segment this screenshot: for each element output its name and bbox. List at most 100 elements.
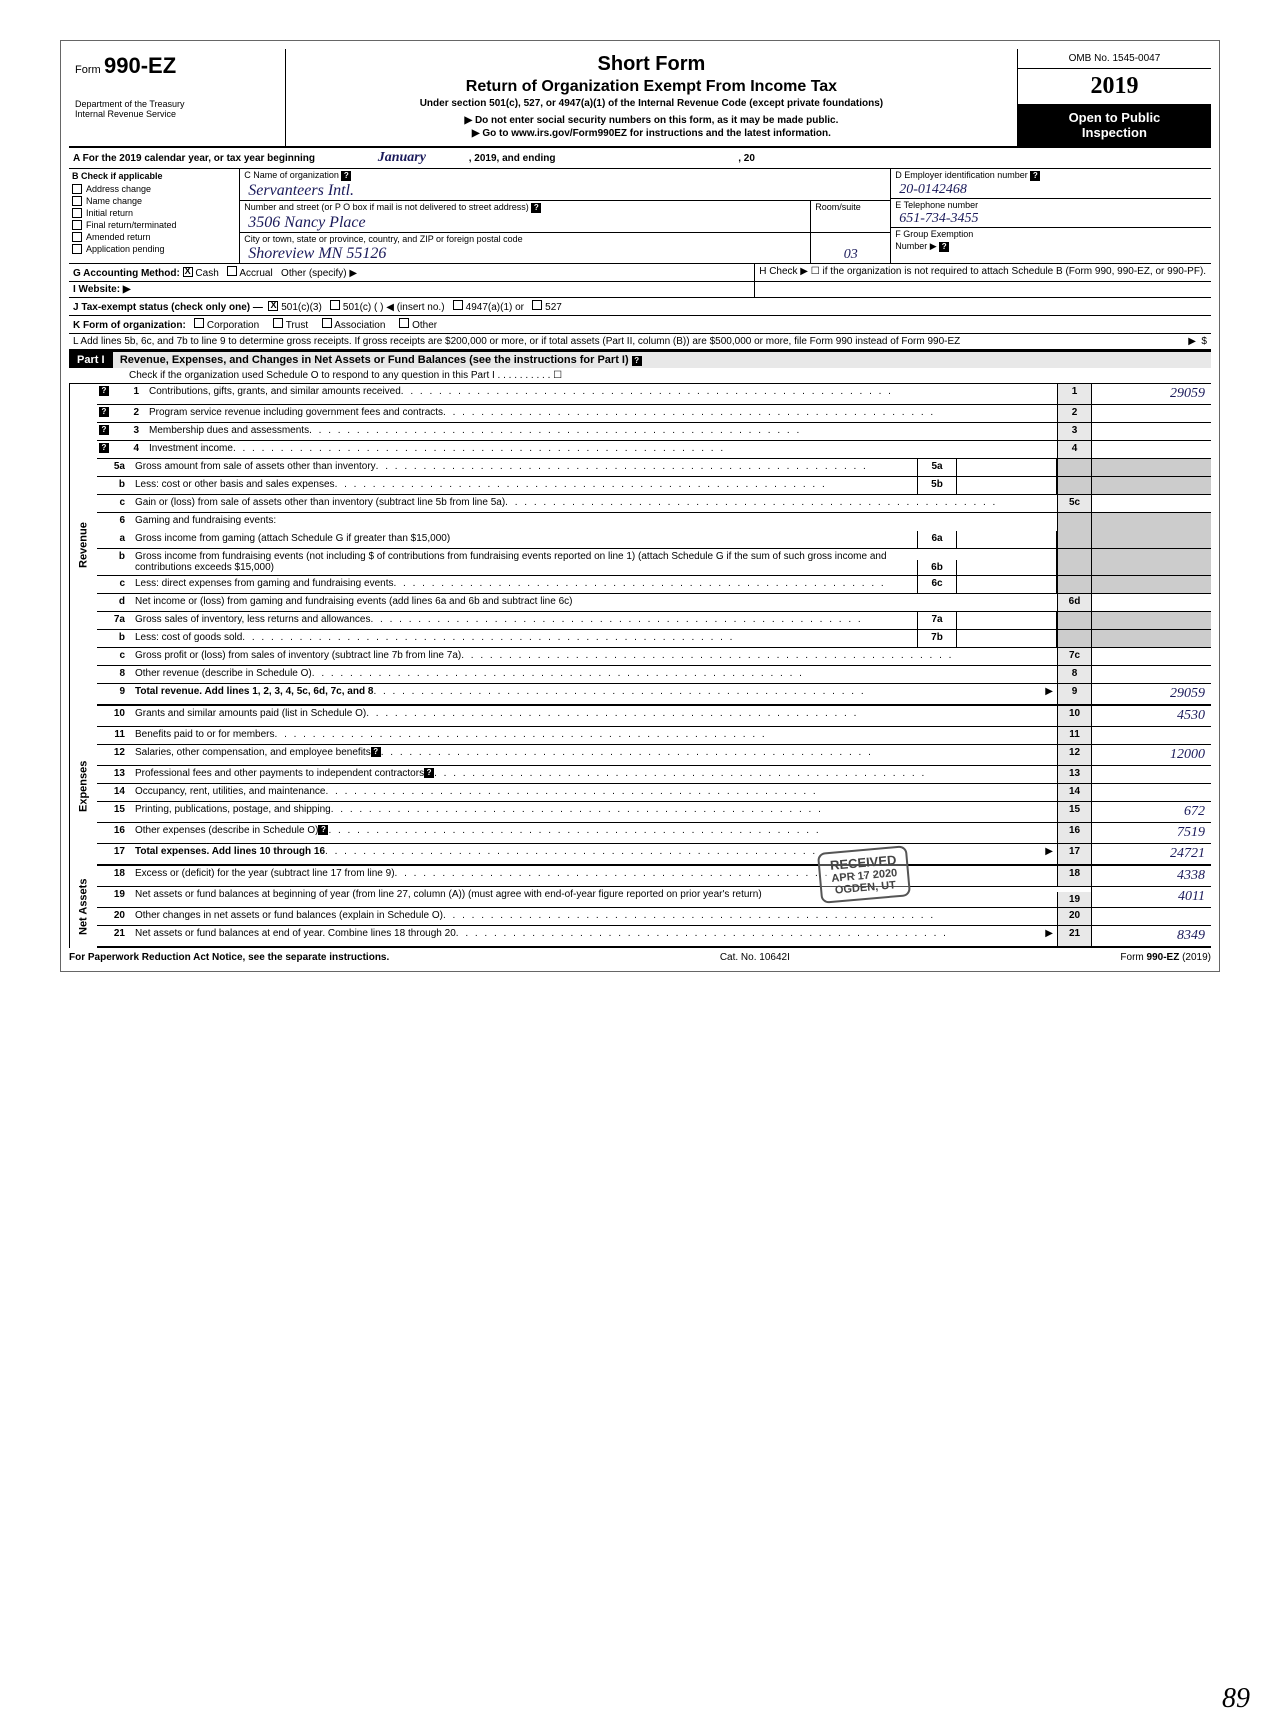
footer-left: For Paperwork Reduction Act Notice, see … xyxy=(69,952,389,963)
ln-val[interactable]: 29059 xyxy=(1091,684,1211,704)
chk-amended-return[interactable]: Amended return xyxy=(69,231,239,243)
line-18: 18Excess or (deficit) for the year (subt… xyxy=(97,866,1211,887)
line-i-label: I Website: ▶ xyxy=(73,284,131,295)
ln-val[interactable] xyxy=(1091,784,1211,801)
ln-num: c xyxy=(97,648,131,665)
org-name-field[interactable]: Servanteers Intl. xyxy=(240,182,890,200)
line-i: I Website: ▶ xyxy=(69,282,1211,298)
ln-val[interactable] xyxy=(1091,908,1211,925)
chk-501c[interactable] xyxy=(330,300,340,310)
help-icon[interactable]: ? xyxy=(531,203,541,213)
ln-val[interactable] xyxy=(1091,495,1211,512)
line-6: 6 Gaming and fundraising events: xyxy=(97,513,1211,531)
ln-val[interactable]: 672 xyxy=(1091,802,1211,822)
chk-initial-return[interactable]: Initial return xyxy=(69,207,239,219)
ln-mid-val[interactable] xyxy=(957,612,1057,629)
ln-desc: Less: cost of goods sold xyxy=(135,632,242,643)
city-field[interactable]: Shoreview MN 55126 xyxy=(240,245,810,263)
ln-box-shade xyxy=(1057,630,1091,647)
help-icon[interactable]: ? xyxy=(939,242,949,252)
chk-label: Name change xyxy=(86,196,142,206)
ln-val[interactable]: 24721 xyxy=(1091,844,1211,864)
ln-val[interactable] xyxy=(1091,594,1211,611)
help-icon[interactable]: ? xyxy=(318,825,328,835)
ln-val[interactable] xyxy=(1091,766,1211,783)
ln-desc: Membership dues and assessments xyxy=(149,425,309,436)
ln-box-shade xyxy=(1057,459,1091,476)
ln-val[interactable]: 7519 xyxy=(1091,823,1211,843)
help-icon[interactable]: ? xyxy=(99,443,109,453)
opt-corp: Corporation xyxy=(207,320,259,331)
line-j: J Tax-exempt status (check only one) — 5… xyxy=(69,298,1211,316)
chk-cash[interactable] xyxy=(183,267,193,277)
dept-line-1: Department of the Treasury xyxy=(75,99,279,109)
box-b-title: B Check if applicable xyxy=(69,169,239,183)
ln-val[interactable]: 4011 xyxy=(1091,887,1211,907)
open-public-1: Open to Public xyxy=(1069,110,1161,125)
ln-val[interactable] xyxy=(1091,727,1211,744)
form-prefix: Form xyxy=(75,64,101,76)
chk-501c3[interactable] xyxy=(268,301,278,311)
line-k-label: K Form of organization: xyxy=(73,320,186,331)
chk-application-pending[interactable]: Application pending xyxy=(69,243,239,255)
chk-assoc[interactable] xyxy=(322,318,332,328)
opt-cash: Cash xyxy=(195,268,218,279)
ln-num: d xyxy=(97,594,131,611)
room-field[interactable]: 03 xyxy=(844,247,858,263)
help-icon[interactable]: ? xyxy=(341,171,351,181)
stamp-number: 2949229800811 0 xyxy=(878,0,1160,1)
phone-field[interactable]: 651-734-3455 xyxy=(891,211,1211,227)
line-a-begin-hand[interactable]: January xyxy=(378,150,426,165)
ln-val[interactable] xyxy=(1091,666,1211,683)
chk-corp[interactable] xyxy=(194,318,204,328)
ln-num: 8 xyxy=(97,666,131,683)
help-icon[interactable]: ? xyxy=(424,768,434,778)
ein-field[interactable]: 20-0142468 xyxy=(891,182,1211,198)
ln-mid-val[interactable] xyxy=(957,459,1057,476)
ln-val[interactable] xyxy=(1091,405,1211,422)
chk-other-org[interactable] xyxy=(399,318,409,328)
ln-desc: Program service revenue including govern… xyxy=(149,407,443,418)
ln-val-shade xyxy=(1091,477,1211,494)
ln-val[interactable] xyxy=(1091,441,1211,458)
ln-box: 4 xyxy=(1057,441,1091,458)
chk-527[interactable] xyxy=(532,300,542,310)
help-icon[interactable]: ? xyxy=(632,356,642,366)
help-icon[interactable]: ? xyxy=(99,425,109,435)
ln-mid-box: 6b xyxy=(917,560,957,575)
chk-final-return[interactable]: Final return/terminated xyxy=(69,219,239,231)
help-icon[interactable]: ? xyxy=(371,747,381,757)
help-icon[interactable]: ? xyxy=(99,386,109,396)
short-form-title: Short Form xyxy=(294,53,1009,76)
line-l: L Add lines 5b, 6c, and 7b to line 9 to … xyxy=(69,334,1211,350)
ln-val[interactable]: 12000 xyxy=(1091,745,1211,765)
ln-box: 18 xyxy=(1057,866,1091,886)
ln-mid-val[interactable] xyxy=(957,531,1057,548)
ln-val[interactable]: 4338 xyxy=(1091,866,1211,886)
ln-val[interactable] xyxy=(1091,423,1211,440)
ln-mid-val[interactable] xyxy=(957,477,1057,494)
ln-val[interactable]: 8349 xyxy=(1091,926,1211,946)
ln-mid-val[interactable] xyxy=(957,630,1057,647)
side-label-expenses: Expenses xyxy=(69,706,97,866)
chk-4947[interactable] xyxy=(453,300,463,310)
ln-val[interactable]: 29059 xyxy=(1091,384,1211,404)
help-icon[interactable]: ? xyxy=(99,407,109,417)
ln-desc: Net assets or fund balances at beginning… xyxy=(131,887,1057,907)
chk-trust[interactable] xyxy=(273,318,283,328)
chk-accrual[interactable] xyxy=(227,266,237,276)
ln-num: 7a xyxy=(97,612,131,629)
addr-field[interactable]: 3506 Nancy Place xyxy=(240,214,810,232)
ln-val[interactable] xyxy=(1091,648,1211,665)
line-6c: c Less: direct expenses from gaming and … xyxy=(97,576,1211,594)
ln-mid-val[interactable] xyxy=(957,576,1057,593)
ln-desc: Other revenue (describe in Schedule O) xyxy=(135,668,312,679)
ln-desc: Total revenue. Add lines 1, 2, 3, 4, 5c,… xyxy=(135,686,373,697)
chk-address-change[interactable]: Address change xyxy=(69,183,239,195)
help-icon[interactable]: ? xyxy=(1030,171,1040,181)
ln-mid-box: 7a xyxy=(917,612,957,629)
ln-val[interactable]: 4530 xyxy=(1091,706,1211,726)
block-bcdef: B Check if applicable Address change Nam… xyxy=(69,169,1211,264)
ln-mid-val[interactable] xyxy=(957,549,1057,575)
chk-name-change[interactable]: Name change xyxy=(69,195,239,207)
